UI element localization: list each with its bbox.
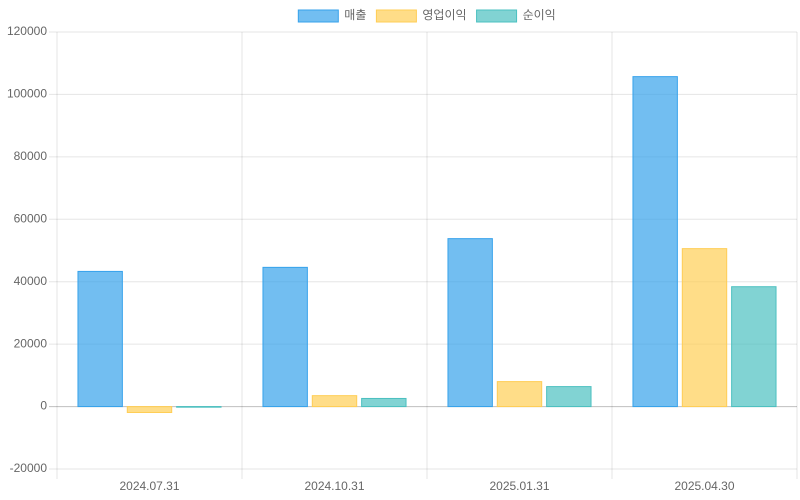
bar [311, 395, 358, 408]
y-tick-label: 40000 [14, 274, 48, 288]
y-tick-label: 120000 [7, 24, 47, 38]
y-tick-label: 100000 [7, 87, 47, 101]
bar [546, 386, 592, 408]
y-tick-label: -20000 [10, 461, 48, 475]
y-tick-label: 80000 [14, 149, 48, 163]
bar [447, 238, 493, 408]
bar [176, 406, 222, 408]
bar [126, 406, 173, 414]
bar [731, 286, 777, 408]
legend-label: 매출 [344, 8, 366, 22]
y-tick-label: 0 [40, 399, 47, 413]
bar [262, 266, 308, 408]
x-tick-label: 2024.10.31 [304, 479, 364, 493]
legend-swatch [476, 9, 518, 23]
bar [361, 397, 407, 408]
bar [496, 381, 543, 408]
legend-label: 영업이익 [422, 8, 466, 22]
x-tick-label: 2025.04.30 [674, 479, 734, 493]
y-tick-label: 20000 [14, 336, 48, 350]
x-tick-label: 2024.07.31 [119, 479, 179, 493]
bar [632, 76, 678, 408]
y-tick-label: 60000 [14, 211, 48, 225]
bar [681, 248, 728, 408]
bar [77, 270, 123, 408]
legend-label: 순이익 [523, 8, 556, 22]
legend-swatch [375, 9, 417, 23]
legend-swatch [297, 9, 339, 23]
x-tick-label: 2025.01.31 [489, 479, 549, 493]
